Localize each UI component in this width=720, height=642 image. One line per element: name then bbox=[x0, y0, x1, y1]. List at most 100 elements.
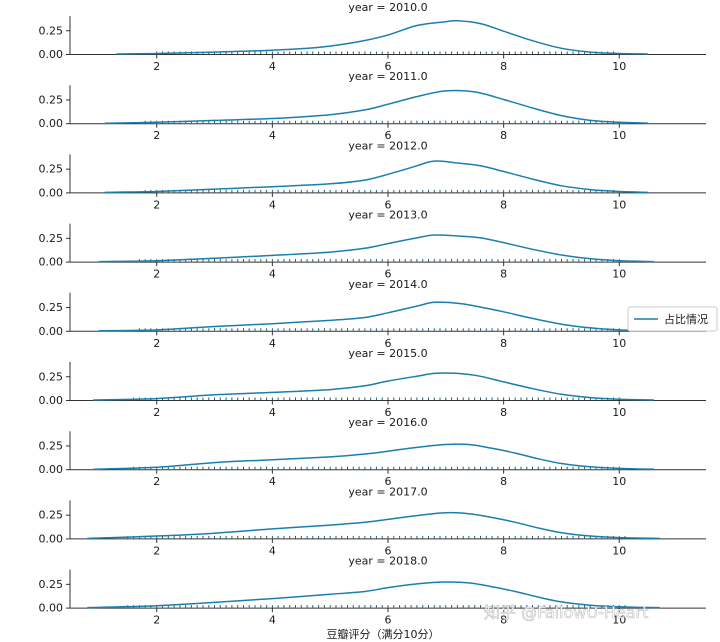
y-tick-label: 0.25 bbox=[39, 578, 64, 591]
y-tick-label: 0.00 bbox=[39, 256, 64, 269]
y-tick-label: 0.00 bbox=[39, 463, 64, 476]
x-tick-label: 10 bbox=[612, 60, 626, 73]
y-tick-label: 0.25 bbox=[39, 370, 64, 383]
x-tick-label: 10 bbox=[612, 544, 626, 557]
facet-panel-2018.0: year = 2018.0 0.00 0.25 2 4 6 8 10 bbox=[39, 555, 706, 627]
x-tick-label: 10 bbox=[612, 198, 626, 211]
x-axis-label: 豆瓣评分（满分10分） bbox=[327, 627, 440, 641]
x-tick-label: 10 bbox=[612, 475, 626, 488]
x-tick-label: 4 bbox=[269, 198, 276, 211]
facet-panel-2017.0: year = 2017.0 0.00 0.25 2 4 6 8 10 bbox=[39, 485, 706, 557]
x-tick-label: 8 bbox=[500, 614, 507, 627]
x-tick-label: 8 bbox=[500, 475, 507, 488]
density-line bbox=[98, 234, 655, 263]
facet-title: year = 2014.0 bbox=[348, 278, 427, 291]
rug-marks bbox=[144, 189, 614, 193]
x-tick-label: 10 bbox=[612, 129, 626, 142]
x-tick-label: 10 bbox=[612, 614, 626, 627]
x-tick-label: 6 bbox=[385, 475, 392, 488]
x-tick-label: 8 bbox=[500, 544, 507, 557]
legend: 占比情况 bbox=[627, 306, 718, 332]
y-tick-label: 0.00 bbox=[39, 602, 64, 615]
facet-panel-2010.0: year = 2010.0 0.00 0.25 2 4 6 8 10 bbox=[39, 1, 706, 73]
density-line bbox=[87, 511, 660, 540]
facet-title: year = 2016.0 bbox=[348, 416, 427, 429]
x-tick-label: 2 bbox=[153, 129, 160, 142]
x-tick-label: 6 bbox=[385, 614, 392, 627]
x-tick-label: 6 bbox=[385, 406, 392, 419]
x-tick-label: 2 bbox=[153, 268, 160, 281]
rug-marks bbox=[133, 397, 620, 400]
x-tick-label: 6 bbox=[385, 60, 392, 73]
facet-title: year = 2012.0 bbox=[348, 139, 427, 152]
density-line bbox=[104, 160, 649, 194]
facet-panel-2016.0: year = 2016.0 0.00 0.25 2 4 6 8 10 bbox=[39, 416, 706, 488]
x-tick-label: 4 bbox=[269, 544, 276, 557]
x-tick-label: 8 bbox=[500, 60, 507, 73]
facet-title: year = 2018.0 bbox=[348, 555, 427, 568]
density-line bbox=[93, 372, 655, 401]
y-tick-label: 0.25 bbox=[39, 93, 64, 106]
y-tick-label: 0.00 bbox=[39, 394, 64, 407]
y-tick-label: 0.00 bbox=[39, 48, 64, 61]
facet-panel-2015.0: year = 2015.0 0.00 0.25 2 4 6 8 10 bbox=[39, 347, 706, 419]
facet-panel-2013.0: year = 2013.0 0.00 0.25 2 4 6 8 10 bbox=[39, 209, 706, 281]
x-tick-label: 6 bbox=[385, 544, 392, 557]
rug-marks bbox=[138, 328, 620, 331]
watermark: 知乎 @FallowU-Heart bbox=[484, 603, 648, 622]
y-tick-label: 0.00 bbox=[39, 186, 64, 199]
x-tick-label: 2 bbox=[153, 198, 160, 211]
x-tick-label: 6 bbox=[385, 268, 392, 281]
facet-panel-2014.0: year = 2014.0 0.00 0.25 2 4 6 8 10 bbox=[39, 278, 706, 350]
density-line bbox=[93, 443, 655, 470]
facet-title: year = 2017.0 bbox=[348, 485, 427, 498]
x-tick-label: 10 bbox=[612, 406, 626, 419]
x-tick-label: 6 bbox=[385, 337, 392, 350]
y-tick-label: 0.25 bbox=[39, 24, 64, 37]
x-tick-label: 10 bbox=[612, 337, 626, 350]
x-tick-label: 4 bbox=[269, 129, 276, 142]
y-tick-label: 0.00 bbox=[39, 325, 64, 338]
facet-panel-2012.0: year = 2012.0 0.00 0.25 2 4 6 8 10 bbox=[39, 139, 706, 211]
facet-title: year = 2015.0 bbox=[348, 347, 427, 360]
rug-marks bbox=[133, 466, 620, 470]
y-tick-label: 0.25 bbox=[39, 232, 64, 245]
rug-marks bbox=[127, 605, 626, 608]
x-tick-label: 4 bbox=[269, 337, 276, 350]
x-tick-label: 2 bbox=[153, 544, 160, 557]
y-tick-label: 0.25 bbox=[39, 163, 64, 176]
legend-label: 占比情况 bbox=[664, 312, 708, 326]
density-line bbox=[98, 301, 655, 332]
facet-title: year = 2013.0 bbox=[348, 209, 427, 222]
x-tick-label: 8 bbox=[500, 198, 507, 211]
x-tick-label: 8 bbox=[500, 406, 507, 419]
x-tick-label: 4 bbox=[269, 268, 276, 281]
density-line bbox=[116, 19, 649, 55]
x-tick-label: 2 bbox=[153, 406, 160, 419]
legend-frame bbox=[627, 306, 718, 332]
x-tick-label: 8 bbox=[500, 268, 507, 281]
y-tick-label: 0.25 bbox=[39, 439, 64, 452]
x-tick-label: 8 bbox=[500, 337, 507, 350]
x-tick-label: 2 bbox=[153, 60, 160, 73]
x-tick-label: 4 bbox=[269, 475, 276, 488]
facet-title: year = 2011.0 bbox=[348, 70, 427, 83]
density-line bbox=[104, 89, 649, 124]
x-tick-label: 4 bbox=[269, 614, 276, 627]
y-tick-label: 0.00 bbox=[39, 117, 64, 130]
facet-title: year = 2010.0 bbox=[348, 1, 427, 14]
x-tick-label: 6 bbox=[385, 198, 392, 211]
y-tick-label: 0.25 bbox=[39, 301, 64, 314]
x-tick-label: 4 bbox=[269, 60, 276, 73]
x-tick-label: 8 bbox=[500, 129, 507, 142]
x-tick-label: 2 bbox=[153, 337, 160, 350]
x-tick-label: 6 bbox=[385, 129, 392, 142]
y-tick-label: 0.25 bbox=[39, 509, 64, 522]
facet-panel-2011.0: year = 2011.0 0.00 0.25 2 4 6 8 10 bbox=[39, 70, 706, 142]
x-tick-label: 4 bbox=[269, 406, 276, 419]
y-tick-label: 0.00 bbox=[39, 532, 64, 545]
rug-marks bbox=[138, 259, 620, 262]
x-tick-label: 2 bbox=[153, 614, 160, 627]
